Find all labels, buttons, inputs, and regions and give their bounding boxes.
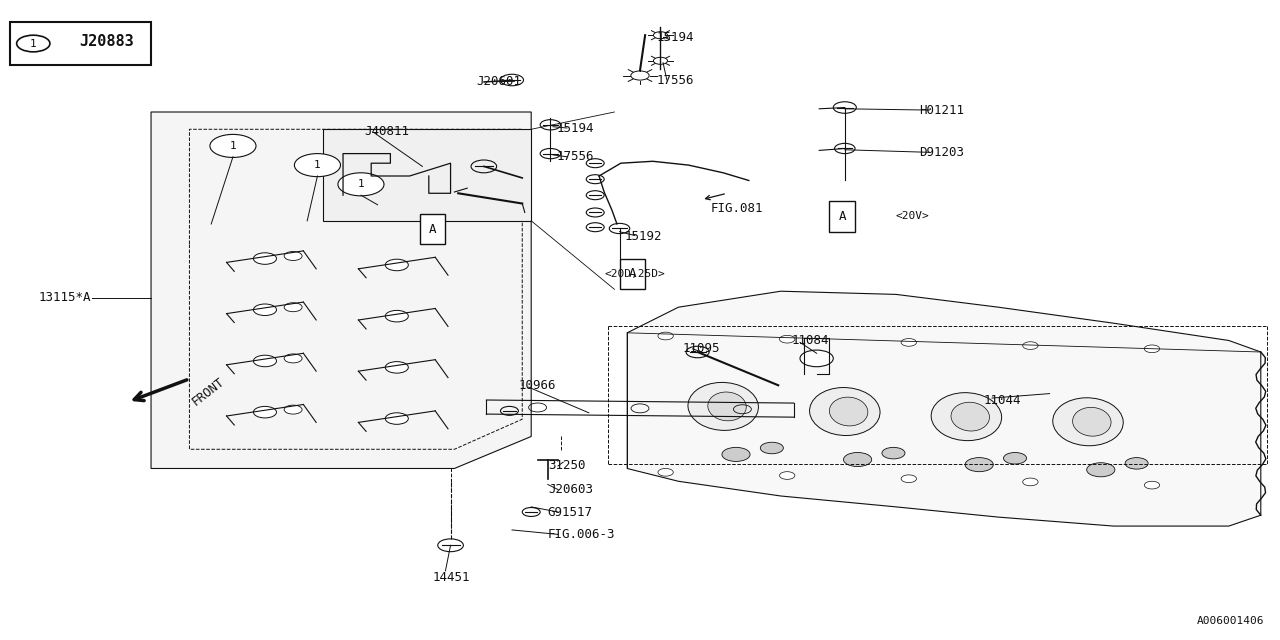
Circle shape bbox=[658, 332, 673, 340]
Circle shape bbox=[385, 362, 408, 373]
Ellipse shape bbox=[809, 388, 881, 435]
Text: FRONT: FRONT bbox=[189, 375, 227, 408]
Circle shape bbox=[284, 354, 302, 363]
Text: G91517: G91517 bbox=[548, 506, 593, 518]
Bar bbox=[420, 214, 445, 244]
Text: J20883: J20883 bbox=[79, 34, 134, 49]
Ellipse shape bbox=[951, 403, 989, 431]
Circle shape bbox=[1144, 345, 1160, 353]
Circle shape bbox=[284, 303, 302, 312]
Circle shape bbox=[294, 154, 340, 177]
Circle shape bbox=[965, 458, 993, 472]
Text: 17556: 17556 bbox=[557, 150, 594, 163]
Text: FIG.081: FIG.081 bbox=[710, 202, 763, 214]
Circle shape bbox=[1087, 463, 1115, 477]
Ellipse shape bbox=[931, 393, 1002, 440]
Bar bbox=[829, 201, 855, 232]
Text: 14451: 14451 bbox=[433, 571, 470, 584]
Text: 15192: 15192 bbox=[625, 230, 662, 243]
Circle shape bbox=[385, 413, 408, 424]
Text: 10966: 10966 bbox=[518, 379, 556, 392]
Text: 1: 1 bbox=[229, 141, 237, 151]
Circle shape bbox=[800, 350, 833, 367]
Text: J20601: J20601 bbox=[476, 76, 521, 88]
Ellipse shape bbox=[829, 397, 868, 426]
Circle shape bbox=[1144, 481, 1160, 489]
Text: A: A bbox=[838, 210, 846, 223]
Text: 1: 1 bbox=[29, 38, 37, 49]
Text: 1: 1 bbox=[314, 160, 321, 170]
Text: 31250: 31250 bbox=[548, 460, 585, 472]
Text: <20D,25D>: <20D,25D> bbox=[604, 269, 664, 279]
Polygon shape bbox=[323, 129, 531, 221]
Circle shape bbox=[210, 134, 256, 157]
Text: A006001406: A006001406 bbox=[1197, 616, 1265, 626]
Circle shape bbox=[253, 253, 276, 264]
Text: 11095: 11095 bbox=[682, 342, 719, 355]
Text: A: A bbox=[628, 268, 636, 280]
Circle shape bbox=[658, 468, 673, 476]
Text: D91203: D91203 bbox=[919, 146, 964, 159]
Ellipse shape bbox=[1052, 398, 1124, 445]
Circle shape bbox=[760, 442, 783, 454]
Text: H01211: H01211 bbox=[919, 104, 964, 116]
Bar bbox=[10, 22, 151, 65]
Circle shape bbox=[901, 339, 916, 346]
Text: 15194: 15194 bbox=[657, 31, 694, 44]
Text: FIG.006-3: FIG.006-3 bbox=[548, 528, 616, 541]
Circle shape bbox=[253, 304, 276, 316]
Polygon shape bbox=[151, 112, 531, 468]
Circle shape bbox=[1023, 342, 1038, 349]
Text: J20603: J20603 bbox=[548, 483, 593, 496]
Ellipse shape bbox=[687, 383, 759, 430]
Circle shape bbox=[1125, 458, 1148, 469]
Text: 11044: 11044 bbox=[983, 394, 1020, 406]
Circle shape bbox=[253, 355, 276, 367]
Circle shape bbox=[1004, 452, 1027, 464]
Circle shape bbox=[1023, 478, 1038, 486]
Circle shape bbox=[901, 475, 916, 483]
Circle shape bbox=[385, 310, 408, 322]
Text: 13115*A: 13115*A bbox=[38, 291, 91, 304]
Ellipse shape bbox=[708, 392, 746, 420]
Text: 1: 1 bbox=[357, 179, 365, 189]
Ellipse shape bbox=[1073, 408, 1111, 436]
Text: 15194: 15194 bbox=[557, 122, 594, 134]
Circle shape bbox=[844, 452, 872, 467]
Polygon shape bbox=[627, 291, 1261, 526]
Bar bbox=[620, 259, 645, 289]
Circle shape bbox=[780, 472, 795, 479]
Text: J40811: J40811 bbox=[365, 125, 410, 138]
Text: 11084: 11084 bbox=[791, 334, 828, 347]
Text: <20V>: <20V> bbox=[896, 211, 929, 221]
Circle shape bbox=[284, 405, 302, 414]
Circle shape bbox=[338, 173, 384, 196]
Circle shape bbox=[253, 406, 276, 418]
Circle shape bbox=[385, 259, 408, 271]
Circle shape bbox=[882, 447, 905, 459]
Text: A: A bbox=[429, 223, 436, 236]
Circle shape bbox=[780, 335, 795, 343]
Text: 17556: 17556 bbox=[657, 74, 694, 86]
Circle shape bbox=[284, 252, 302, 260]
Circle shape bbox=[722, 447, 750, 461]
